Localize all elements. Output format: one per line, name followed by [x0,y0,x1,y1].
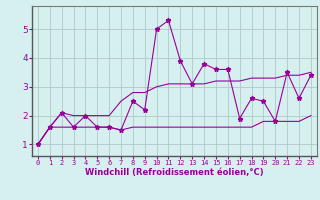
X-axis label: Windchill (Refroidissement éolien,°C): Windchill (Refroidissement éolien,°C) [85,168,264,177]
